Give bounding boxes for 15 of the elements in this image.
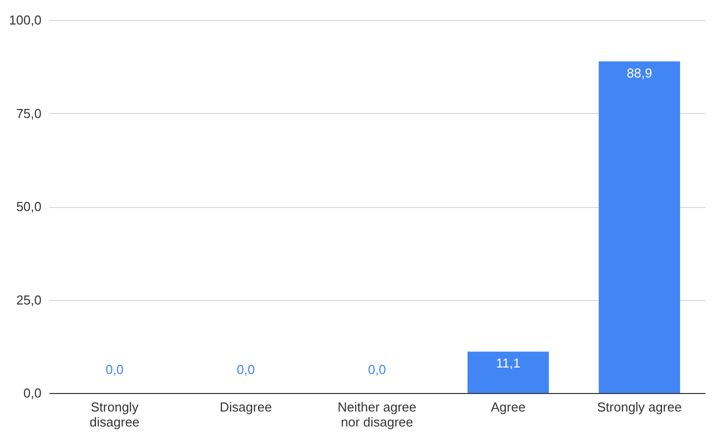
y-tick-label: 100,0 [8,12,42,28]
data-label: 0,0 [106,362,124,377]
y-tick-label: 0,0 [23,386,42,400]
x-tick-label: Neither agree nor disagree [338,400,416,430]
data-label: 11,1 [496,356,520,371]
x-tick-label: Agree [490,400,526,414]
y-tick-label: 75,0 [16,106,42,121]
y-tick-label: 25,0 [16,292,42,308]
y-tick-label: 50,0 [16,199,42,214]
data-label: 0,0 [236,362,255,377]
x-tick-label: Strongly disagree [90,400,140,430]
x-tick-label: Disagree [220,400,272,414]
data-label: 0,0 [368,362,386,377]
data-label: 88,9 [626,65,652,80]
x-tick-label: Strongly agree [597,400,682,414]
